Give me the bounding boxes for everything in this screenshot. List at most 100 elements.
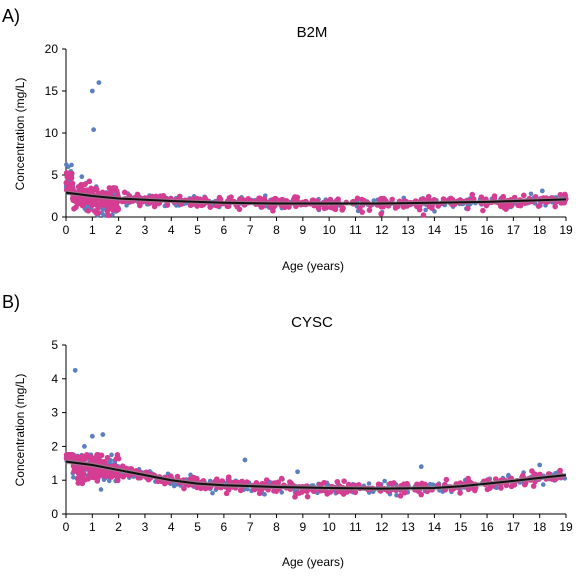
panel-a-point-pink: [478, 194, 485, 200]
panel-b-point-pink: [557, 467, 563, 474]
panel-b-x-tick-label: 4: [168, 520, 175, 534]
panel-a-xlabel: Age (years): [282, 259, 344, 273]
panel-a-point-pink: [105, 212, 112, 219]
panel-b-x-tick-label: 10: [322, 520, 336, 534]
panel-a-point-pink: [109, 207, 116, 213]
panel-b-label: B): [2, 292, 20, 312]
panel-b-point-pink: [95, 452, 102, 458]
panel-b-point-pink: [465, 475, 471, 482]
panel-b-point-outlier: [72, 367, 78, 373]
panel-b-point-pink: [304, 493, 311, 500]
panel-b-x-tick-label: 2: [115, 520, 122, 534]
panel-a-x-tick-label: 2: [115, 223, 122, 237]
panel-a-point-pink: [63, 170, 70, 176]
panel-b-point-pink: [105, 471, 111, 478]
panel-a-y-tick-label: 0: [51, 210, 58, 224]
panel-b-point-blue: [71, 475, 76, 480]
panel-b-x-tick-label: 11: [349, 520, 362, 534]
panel-b-point-pink: [114, 452, 121, 458]
panel-a-x-tick-label: 9: [299, 223, 306, 237]
panel-b-y-tick-label: 5: [51, 338, 58, 352]
panel-b-point-pink: [397, 493, 404, 499]
panel-b-point-pink: [73, 467, 79, 473]
panel-a-point-pink: [557, 191, 564, 198]
panel-b-point-pink: [256, 490, 263, 497]
panel-b-point-pink: [79, 475, 86, 481]
panel-b-point-blue: [540, 482, 546, 487]
panel-b-point-outlier: [295, 469, 300, 475]
panel-b-x-tick-label: 13: [401, 520, 415, 534]
panel-b-point-pink: [286, 479, 293, 485]
panel-b-point-pink: [109, 472, 115, 478]
panel-b-x-tick-label: 12: [375, 520, 389, 534]
panel-b-y-tick-label: 1: [51, 473, 58, 487]
panel-a-point-pink: [561, 191, 568, 198]
panel-a-point-pink: [378, 210, 384, 217]
panel-b-x-tick-label: 3: [142, 520, 149, 534]
panel-a-point-pink: [88, 185, 94, 192]
panel-a-point-pink: [93, 210, 100, 217]
panel-a-point-pink: [99, 189, 106, 196]
panel-a-point-blue: [65, 164, 71, 170]
panel-a-label: A): [2, 6, 20, 26]
panel-b-point-pink: [401, 481, 407, 487]
panel-b-x-tick-label: 1: [89, 520, 96, 534]
panel-a-point-outlier: [79, 174, 85, 180]
panel-a-x-tick-label: 11: [349, 223, 362, 237]
panel-a-point-pink: [469, 191, 476, 198]
panel-a-point-pink: [508, 202, 515, 209]
panel-a-point-pink: [121, 189, 128, 196]
panel-a-point-outlier: [89, 88, 95, 94]
panel-a-x-tick-label: 18: [533, 223, 547, 237]
panel-a-point-blue: [110, 212, 115, 218]
panel-b-point-blue: [98, 487, 104, 492]
panel-b-point-pink: [352, 489, 359, 496]
panel-b-point-outlier: [242, 457, 248, 463]
panel-b-point-outlier: [537, 462, 543, 468]
panel-b-point-pink: [341, 478, 347, 484]
panel-b-x-tick-label: 7: [247, 520, 254, 534]
panel-a-point-pink: [359, 196, 365, 203]
panel-b-point-blue: [366, 481, 372, 486]
panel-a-point-pink: [151, 203, 158, 210]
panel-a-x-tick-label: 8: [273, 223, 280, 237]
panel-b-point-pink: [321, 479, 327, 486]
panel-b-x-tick-label: 15: [454, 520, 468, 534]
panel-b-point-pink: [79, 480, 86, 487]
panel-a-point-pink: [286, 204, 292, 210]
panel-b-x-tick-label: 18: [533, 520, 547, 534]
panel-a-point-pink: [420, 212, 427, 218]
panel-b-point-pink: [101, 459, 108, 465]
panel-b-point-outlier: [418, 464, 424, 470]
panel-b-point-pink: [198, 485, 204, 492]
panel-a-x-tick-label: 3: [142, 223, 149, 237]
panel-a-point-pink: [86, 178, 93, 185]
panel-a-point-pink: [464, 205, 471, 212]
panel-a-point-pink: [73, 204, 79, 211]
panel-b-title: CYSC: [291, 314, 333, 331]
panel-a-point-pink: [102, 198, 108, 204]
panel-a-point-pink: [85, 208, 92, 214]
panel-b-xlabel: Age (years): [282, 555, 344, 569]
panel-b-point-pink: [278, 475, 285, 482]
panel-b-x-tick-label: 0: [63, 520, 70, 534]
panel-b-x-tick-label: 19: [559, 520, 573, 534]
panel-a-x-tick-label: 19: [559, 223, 573, 237]
panel-b-ylabel: Concentration (mg/L): [13, 374, 27, 487]
panel-b-y-tick-label: 0: [51, 507, 58, 521]
panel-a-x-tick-label: 17: [507, 223, 521, 237]
panel-b-x-tick-label: 6: [221, 520, 228, 534]
panel-b-fit-line: [65, 460, 567, 490]
panel-b-point-outlier: [100, 432, 106, 437]
panel-b-y-tick-label: 2: [51, 439, 58, 453]
panel-a-point-pink: [517, 202, 524, 209]
panel-a-point-pink: [480, 207, 486, 214]
panel-b-point-pink: [338, 489, 345, 495]
panel-b-point-pink: [64, 452, 71, 458]
panel-a-point-pink: [68, 174, 75, 181]
panel-a-y-tick-label: 10: [45, 126, 59, 140]
panel-a-x-tick-label: 7: [247, 223, 254, 237]
panel-b-x-tick-label: 8: [273, 520, 280, 534]
panel-a-point-pink: [91, 200, 98, 206]
